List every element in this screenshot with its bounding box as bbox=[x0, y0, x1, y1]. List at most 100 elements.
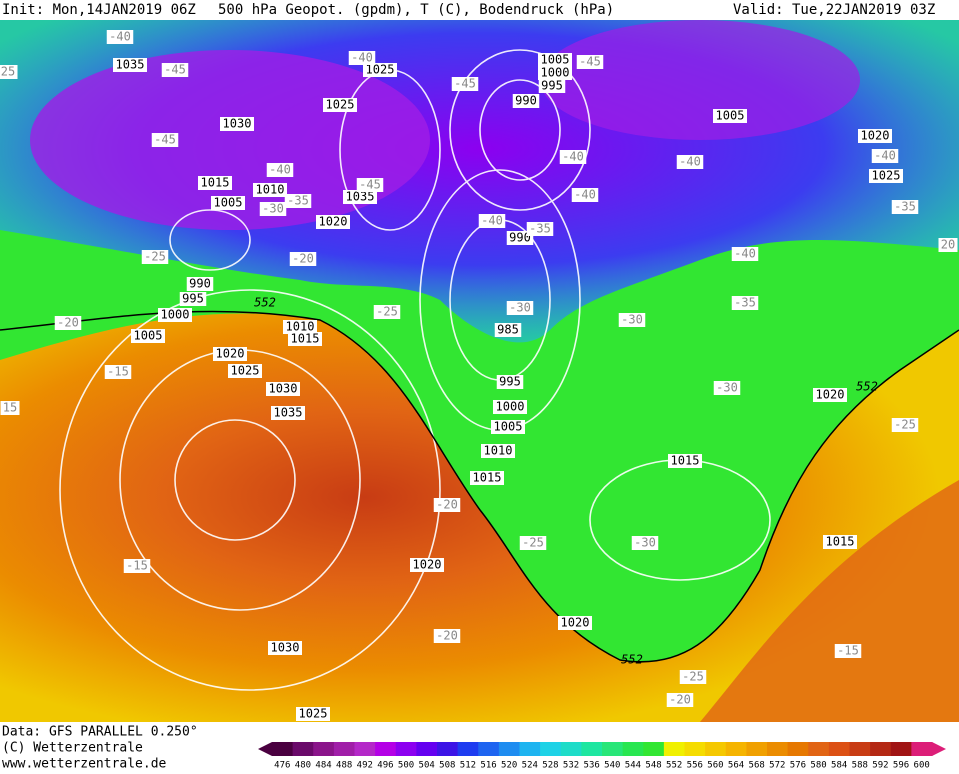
colorbar-swatch bbox=[313, 742, 335, 756]
pressure-label: 1010 bbox=[484, 444, 513, 458]
pressure-label: 1025 bbox=[366, 63, 395, 77]
warm-region bbox=[0, 313, 959, 722]
colorbar-arrow-right bbox=[932, 742, 946, 756]
temperature-label-box bbox=[731, 296, 759, 310]
temperature-label: -15 bbox=[107, 365, 129, 379]
colorbar-swatch bbox=[437, 742, 459, 756]
pressure-label-box bbox=[470, 471, 504, 485]
pressure-label: 1020 bbox=[319, 215, 348, 229]
pressure-label: 1020 bbox=[413, 558, 442, 572]
temperature-label-box bbox=[289, 252, 317, 266]
colorbar-label: 580 bbox=[810, 761, 826, 771]
colorbar-label: 544 bbox=[625, 761, 641, 771]
colorbar-swatch bbox=[767, 742, 789, 756]
colorbar-label: 568 bbox=[749, 761, 765, 771]
colorbar-label: 480 bbox=[295, 761, 311, 771]
temperature-label: -15 bbox=[126, 559, 148, 573]
pressure-label-box bbox=[538, 53, 572, 67]
temperature-label: -20 bbox=[57, 316, 79, 330]
init-time: Init: Mon,14JAN2019 06Z bbox=[2, 2, 196, 18]
temperature-label-box bbox=[679, 670, 707, 684]
map-title: 500 hPa Geopot. (gpdm), T (C), Bodendruc… bbox=[218, 2, 614, 18]
pressure-label-box bbox=[668, 454, 702, 468]
colorbar-label: 564 bbox=[728, 761, 744, 771]
pressure-label: 1010 bbox=[286, 320, 315, 334]
colorbar-label: 492 bbox=[357, 761, 373, 771]
temperature-label: -25 bbox=[682, 670, 704, 684]
temperature-label-box bbox=[571, 188, 599, 202]
pressure-label: 1025 bbox=[872, 169, 901, 183]
colorbar-swatch bbox=[416, 742, 438, 756]
pressure-label-box bbox=[496, 375, 524, 389]
temperature-label: -15 bbox=[837, 644, 859, 658]
temperature-label: -45 bbox=[454, 77, 476, 91]
temperature-label-box bbox=[713, 381, 741, 395]
colorbar-label: 600 bbox=[914, 761, 930, 771]
colorbar-swatch bbox=[540, 742, 562, 756]
colorbar-swatch bbox=[643, 742, 665, 756]
pressure-label-box bbox=[813, 388, 847, 402]
pressure-label-box bbox=[323, 98, 357, 112]
temperature-label-box bbox=[284, 194, 312, 208]
pressure-label-box bbox=[268, 641, 302, 655]
temperature-label-box bbox=[451, 77, 479, 91]
colorbar-swatch bbox=[622, 742, 644, 756]
temperature-label-box bbox=[731, 247, 759, 261]
pressure-label-box bbox=[343, 190, 377, 204]
temperature-label-box bbox=[356, 178, 384, 192]
pressure-label: 1000 bbox=[541, 66, 570, 80]
temperature-label: -25 bbox=[376, 305, 398, 319]
temperature-label-box bbox=[0, 65, 18, 79]
temperature-label: -25 bbox=[894, 418, 916, 432]
colorbar-swatch bbox=[870, 742, 892, 756]
temperature-label-box bbox=[373, 305, 401, 319]
pressure-label-box bbox=[491, 420, 525, 434]
pressure-label-box bbox=[198, 176, 232, 190]
pressure-label: 1010 bbox=[256, 183, 285, 197]
colorbar-label: 548 bbox=[645, 761, 661, 771]
colorbar-label: 520 bbox=[501, 761, 517, 771]
colorbar-label: 588 bbox=[852, 761, 868, 771]
pressure-label: 1000 bbox=[161, 308, 190, 322]
colorbar-label: 552 bbox=[666, 761, 682, 771]
pressure-label: 1005 bbox=[134, 329, 163, 343]
colorbar-swatch bbox=[602, 742, 624, 756]
map bbox=[0, 20, 959, 722]
colorbar-label: 516 bbox=[480, 761, 496, 771]
geopotential-label: 552 bbox=[254, 296, 276, 310]
colorbar-label: 476 bbox=[274, 761, 290, 771]
colorbar-label: 496 bbox=[377, 761, 393, 771]
colorbar-swatch bbox=[478, 742, 500, 756]
colorbar-swatch bbox=[787, 742, 809, 756]
temperature-label: 25 bbox=[1, 65, 15, 79]
pressure-label: 995 bbox=[541, 79, 563, 93]
colorbar-label: 572 bbox=[769, 761, 785, 771]
temperature-label-box bbox=[506, 301, 534, 315]
colorbar-swatch bbox=[560, 742, 582, 756]
colorbar-label: 524 bbox=[522, 761, 538, 771]
temperature-label: -35 bbox=[894, 200, 916, 214]
temperature-label: -40 bbox=[874, 149, 896, 163]
pressure-label-box bbox=[266, 382, 300, 396]
temperature-label-box bbox=[526, 222, 554, 236]
temperature-label: -35 bbox=[529, 222, 551, 236]
colorbar-label: 576 bbox=[790, 761, 806, 771]
pressure-label-box bbox=[538, 66, 572, 80]
colorbar-label: 556 bbox=[687, 761, 703, 771]
temperature-label: -40 bbox=[574, 188, 596, 202]
temperature-label-box bbox=[618, 313, 646, 327]
geopotential-label: 552 bbox=[856, 380, 878, 394]
temperature-label-box bbox=[104, 365, 132, 379]
pressure-label: 1005 bbox=[214, 196, 243, 210]
pressure-label-box bbox=[179, 292, 207, 306]
pressure-label: 990 bbox=[189, 277, 211, 291]
temperature-label: -40 bbox=[269, 163, 291, 177]
temperature-label: -30 bbox=[262, 202, 284, 216]
temperature-label-box bbox=[266, 163, 294, 177]
temperature-label: -45 bbox=[154, 133, 176, 147]
temperature-label-box bbox=[433, 629, 461, 643]
pressure-label: 995 bbox=[499, 375, 521, 389]
temperature-label: -30 bbox=[716, 381, 738, 395]
temperature-label: -20 bbox=[292, 252, 314, 266]
